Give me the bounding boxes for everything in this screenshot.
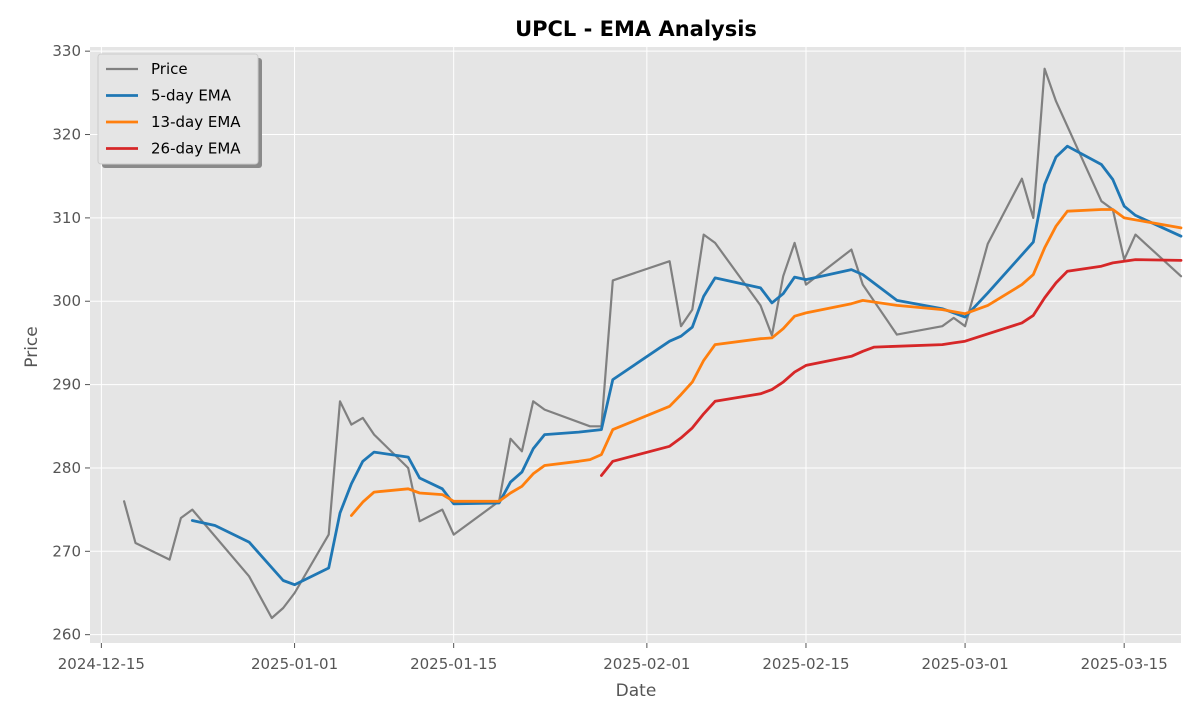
x-tick-label: 2024-12-15	[58, 655, 145, 673]
5-day-ema-legend-label: 5-day EMA	[151, 87, 232, 105]
series-lines	[122, 67, 1183, 620]
y-tick-label: 270	[52, 542, 81, 560]
x-tick-label: 2025-01-15	[410, 655, 497, 673]
26-day-ema-legend-label: 26-day EMA	[151, 140, 241, 158]
26-day-ema-line	[600, 258, 1183, 477]
x-tick-label: 2025-01-01	[251, 655, 338, 673]
x-tick-label: 2025-02-01	[603, 655, 690, 673]
y-tick-label: 310	[52, 209, 81, 227]
y-axis: 260 270 280 290 300 310 320 330	[52, 42, 90, 644]
price-legend-label: Price	[151, 60, 188, 78]
legend: Price 5-day EMA 13-day EMA 26-day EMA	[97, 53, 262, 168]
y-tick-label: 260	[52, 626, 81, 644]
legend-box	[97, 53, 259, 165]
x-tick-label: 2025-03-01	[921, 655, 1008, 673]
13-day-ema-line	[349, 208, 1183, 517]
x-axis: 2024-12-15 2025-01-01 2025-01-15 2025-02-01…	[58, 643, 1168, 673]
y-tick-label: 320	[52, 126, 81, 144]
plot-area	[90, 47, 1181, 643]
y-tick-label: 330	[52, 42, 81, 60]
y-tick-label: 290	[52, 376, 81, 394]
x-axis-label: Date	[616, 681, 657, 701]
y-tick-label: 280	[52, 459, 81, 477]
x-tick-label: 2025-03-15	[1081, 655, 1168, 673]
13-day-ema-legend-label: 13-day EMA	[151, 113, 241, 131]
y-tick-label: 300	[52, 292, 81, 310]
x-tick-label: 2025-02-15	[762, 655, 849, 673]
price-line	[122, 67, 1183, 620]
chart-title: UPCL - EMA Analysis	[515, 17, 757, 41]
5-day-ema-line	[190, 144, 1183, 587]
y-axis-label: Price	[22, 326, 42, 367]
